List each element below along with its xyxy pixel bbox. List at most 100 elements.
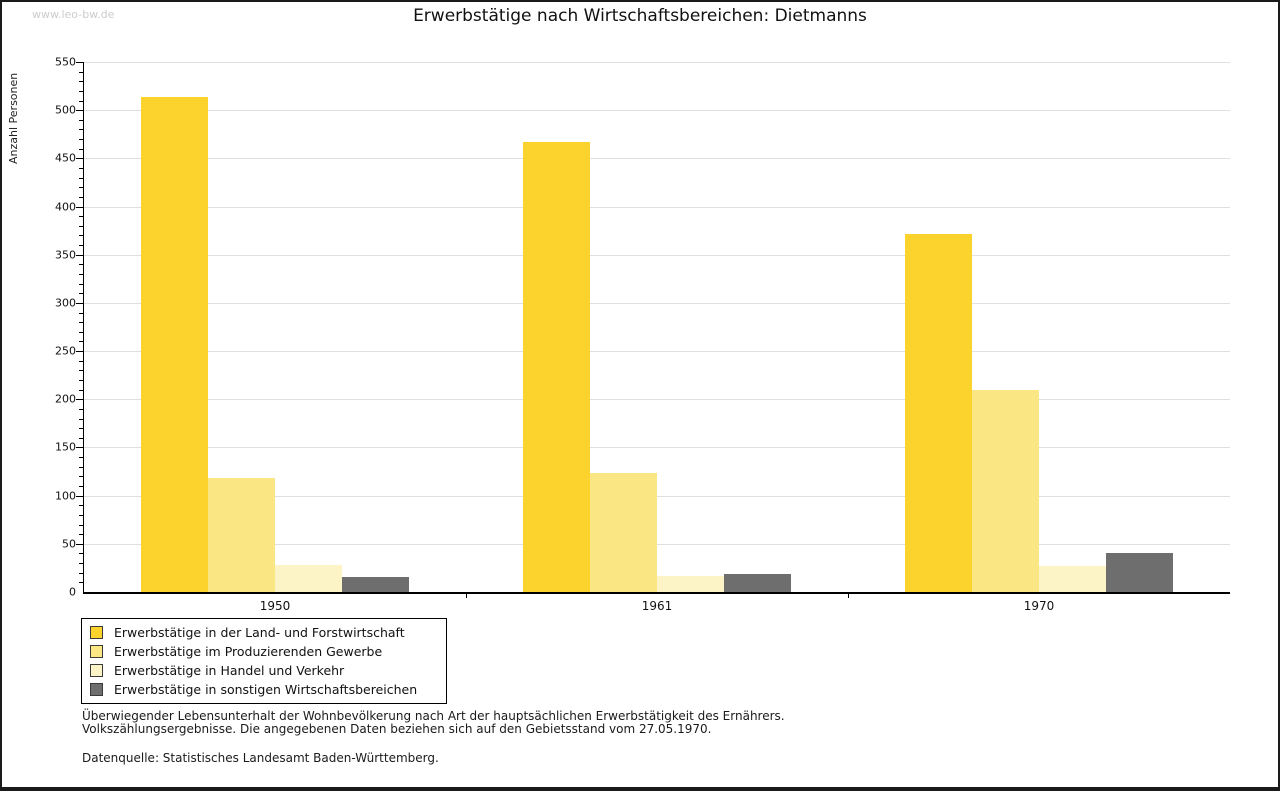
x-group-boundary-tick — [466, 592, 467, 598]
bar — [972, 389, 1039, 592]
legend-swatch — [90, 683, 103, 696]
y-major-tick — [76, 399, 83, 401]
y-minor-tick — [79, 486, 83, 487]
y-minor-tick — [79, 168, 83, 169]
y-tick-label: 250 — [55, 344, 76, 358]
y-minor-tick — [79, 563, 83, 565]
y-minor-tick — [79, 582, 83, 584]
y-minor-tick — [79, 245, 83, 247]
y-major-tick — [76, 206, 83, 208]
y-minor-tick — [79, 293, 83, 295]
footnote-line-1: Überwiegender Lebensunterhalt der Wohnbe… — [82, 709, 785, 723]
y-major-tick — [76, 110, 83, 112]
gridline — [84, 543, 1230, 545]
y-minor-tick — [79, 264, 83, 266]
legend-swatch — [90, 626, 103, 639]
legend-swatch — [90, 645, 103, 658]
y-tick-label: 150 — [55, 440, 76, 454]
y-major-tick — [76, 447, 83, 449]
y-minor-tick — [79, 148, 83, 150]
y-minor-tick — [79, 81, 83, 83]
plot-area: 50 100 150 200 250 300 350 400 450 500 550 0 1950 196… — [55, 56, 1230, 613]
y-minor-tick — [79, 331, 83, 333]
chart-title: Erwerbstätige nach Wirtschaftsbereichen:… — [413, 6, 867, 26]
x-axis-line — [83, 592, 1230, 594]
y-minor-tick — [79, 312, 83, 314]
y-minor-tick — [79, 90, 83, 92]
y-minor-tick — [79, 129, 83, 131]
legend-swatch — [90, 664, 103, 677]
legend-item: Erwerbstätige im Produzierenden Gewerbe — [90, 642, 438, 661]
gridline — [84, 110, 1230, 112]
y-minor-tick — [79, 274, 83, 275]
y-minor-tick — [79, 553, 83, 555]
bar — [1106, 553, 1173, 592]
y-minor-tick — [79, 216, 83, 218]
x-tick-label: 1970 — [1023, 599, 1055, 613]
legend-label: Erwerbstätige in der Land- und Forstwirt… — [114, 625, 405, 640]
y-minor-tick — [79, 187, 83, 189]
bar — [1039, 565, 1106, 592]
y-minor-tick — [79, 466, 83, 468]
y-tick-label: 300 — [55, 296, 76, 310]
y-minor-tick — [79, 370, 83, 372]
gridline — [84, 495, 1230, 497]
y-major-tick — [76, 495, 83, 497]
y-minor-tick — [79, 360, 83, 362]
y-minor-tick — [79, 418, 83, 420]
y-minor-tick — [79, 514, 83, 516]
y-minor-tick — [79, 476, 83, 478]
y-minor-tick — [79, 225, 83, 227]
y-minor-tick — [79, 437, 83, 439]
y-tick-label: 450 — [55, 151, 76, 165]
y-tick-label: 50 — [62, 537, 76, 551]
legend-label: Erwerbstätige in sonstigen Wirtschaftsbe… — [114, 682, 418, 697]
bar — [208, 478, 275, 592]
y-tick-label: 350 — [55, 248, 76, 262]
y-tick-label: 0 — [69, 585, 76, 599]
bar — [523, 141, 590, 592]
y-minor-tick — [79, 389, 83, 391]
bar — [590, 473, 657, 592]
x-tick-label: 1961 — [641, 599, 673, 613]
gridline — [84, 351, 1230, 353]
y-major-tick — [76, 351, 83, 353]
y-tick-label: 550 — [55, 55, 76, 69]
footnote-line-2: Volkszählungsergebnisse. Die angegebenen… — [82, 722, 712, 736]
y-tick-label: 200 — [55, 392, 76, 406]
y-tick-label: 400 — [55, 200, 76, 214]
legend-item: Erwerbstätige in sonstigen Wirtschaftsbe… — [90, 680, 438, 699]
y-tick-label: 500 — [55, 103, 76, 117]
y-tick-label: 100 — [55, 489, 76, 503]
y-minor-tick — [79, 283, 83, 285]
y-major-tick — [76, 158, 83, 160]
watermark: www.leo-bw.de — [32, 8, 115, 21]
bar — [657, 575, 724, 592]
y-minor-tick — [79, 119, 83, 121]
gridline — [84, 158, 1230, 160]
y-minor-tick — [79, 139, 83, 141]
y-major-tick — [76, 543, 83, 545]
y-minor-tick — [79, 380, 83, 381]
gridline — [84, 206, 1230, 208]
gridline — [84, 62, 1230, 63]
y-minor-tick — [79, 235, 83, 237]
y-major-tick — [76, 254, 83, 256]
x-group-boundary-tick — [848, 592, 849, 598]
gridline — [84, 254, 1230, 256]
y-minor-tick — [79, 428, 83, 430]
y-minor-tick — [79, 505, 83, 507]
y-minor-tick — [79, 341, 83, 343]
legend-label: Erwerbstätige im Produzierenden Gewerbe — [114, 644, 383, 659]
y-minor-tick — [79, 457, 83, 459]
legend-item: Erwerbstätige in Handel und Verkehr — [90, 661, 438, 680]
gridline — [84, 399, 1230, 401]
y-minor-tick — [79, 534, 83, 536]
bar — [905, 233, 972, 592]
y-minor-tick — [79, 71, 83, 73]
bar — [724, 573, 791, 592]
y-axis-label: Anzahl Personen — [7, 72, 20, 164]
y-minor-tick — [79, 572, 83, 574]
legend: Erwerbstätige in der Land- und Forstwirt… — [81, 618, 447, 704]
